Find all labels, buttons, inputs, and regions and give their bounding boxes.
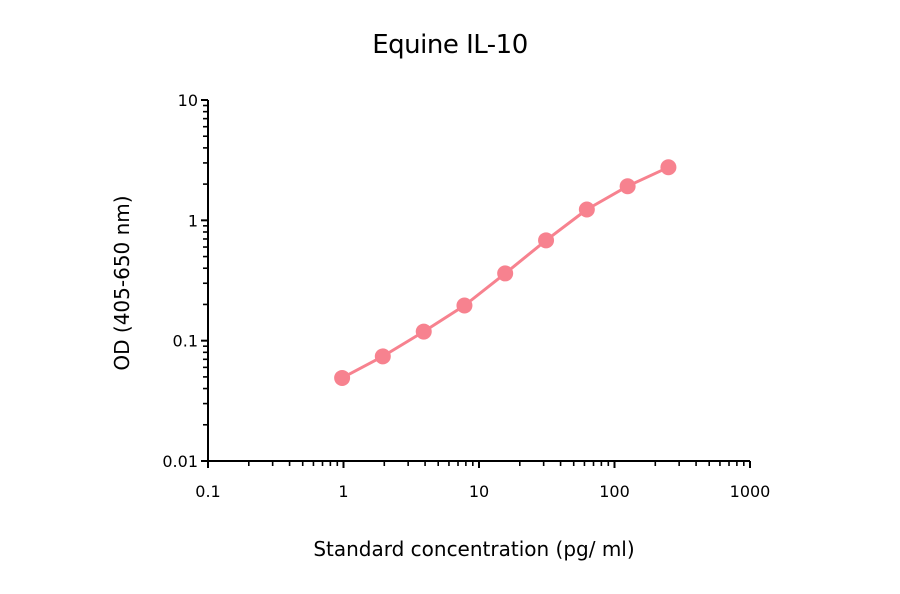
x-axis-label: Standard concentration (pg/ ml) [313, 537, 635, 561]
y-tick-label: 0.01 [162, 452, 198, 471]
axes: 0.01 0.1 1 10 0.1 1 10 100 1000 [162, 91, 770, 501]
x-tick-label: 100 [599, 482, 630, 501]
y-tick-label: 0.1 [173, 332, 198, 351]
y-tick-label: 10 [178, 91, 198, 110]
data-point-marker [538, 232, 555, 249]
data-point-marker [578, 201, 595, 218]
x-tick-label: 1 [338, 482, 348, 501]
y-tick-label: 1 [188, 211, 198, 230]
data-point-marker [334, 369, 351, 386]
data-point-marker [374, 348, 391, 365]
x-tick-label: 10 [469, 482, 489, 501]
data-point-marker [415, 323, 432, 340]
data-point-marker [497, 265, 514, 282]
data-series [334, 159, 677, 386]
data-point-marker [660, 159, 677, 176]
x-tick-label: 1000 [730, 482, 771, 501]
x-tick-label: 0.1 [195, 482, 220, 501]
data-point-marker [456, 297, 473, 314]
data-point-marker [619, 178, 636, 195]
chart-title: Equine IL-10 [372, 30, 528, 60]
